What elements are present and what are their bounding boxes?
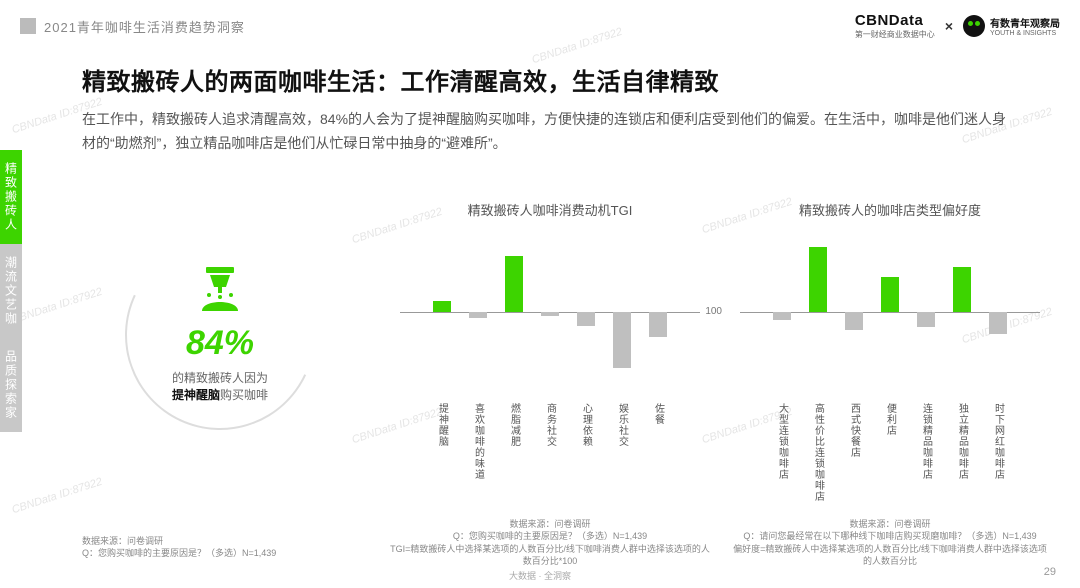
chart-preference: 精致搬砖人的咖啡店类型偏好度 大型连锁咖啡店高性价比连锁咖啡店西式快餐店便利店连… bbox=[740, 200, 1040, 397]
chart-tgi-title: 精致搬砖人咖啡消费动机TGI bbox=[400, 200, 700, 219]
bar-rect bbox=[773, 312, 791, 320]
chart-tgi: 精致搬砖人咖啡消费动机TGI 100 提神醒脑喜欢咖啡的味道燃脂减肥商务社交心理… bbox=[400, 200, 700, 397]
footnote-2-line3: TGI=精致搬砖人中选择某选项的人数百分比/线下咖啡消费人群中选择该选项的人数百… bbox=[390, 543, 710, 568]
bar-label: 燃脂减肥 bbox=[507, 403, 522, 447]
body-paragraph: 在工作中，精致搬砖人追求清醒高效，84%的人会为了提神醒脑购买咖啡，方便快捷的连… bbox=[82, 108, 1012, 156]
bar-column: 连锁精品咖啡店 bbox=[912, 227, 940, 397]
side-tab[interactable]: 精致搬砖人 bbox=[0, 150, 22, 244]
bar-label: 高性价比连锁咖啡店 bbox=[811, 403, 826, 502]
footnote-3-line1: 数据来源：问卷调研 bbox=[730, 518, 1050, 531]
bar-column: 心理依赖 bbox=[572, 227, 600, 397]
footnote-1-line2: Q：您购买咖啡的主要原因是？（多选）N=1,439 bbox=[82, 547, 362, 560]
logo-youth-insights: 有数青年观察局 YOUTH & INSIGHTS bbox=[963, 15, 1060, 37]
page-number: 29 bbox=[1044, 566, 1056, 578]
bar-column: 大型连锁咖啡店 bbox=[768, 227, 796, 397]
side-tab[interactable]: 品质探索家 bbox=[0, 338, 22, 432]
stat-line2: 提神醒脑购买咖啡 bbox=[140, 386, 300, 403]
bar-rect bbox=[649, 312, 667, 337]
page-title: 精致搬砖人的两面咖啡生活：工作清醒高效，生活自律精致 bbox=[82, 62, 719, 97]
bar-rect bbox=[577, 312, 595, 326]
chart-tgi-bars: 100 提神醒脑喜欢咖啡的味道燃脂减肥商务社交心理依赖娱乐社交佐餐 bbox=[400, 227, 700, 397]
bar-label: 佐餐 bbox=[651, 403, 666, 425]
bar-rect bbox=[433, 301, 451, 312]
bar-column: 喜欢咖啡的味道 bbox=[464, 227, 492, 397]
side-tabs: 精致搬砖人潮流文艺咖品质探索家 bbox=[0, 150, 22, 432]
stat-block: 84% 的精致搬砖人因为 提神醒脑购买咖啡 bbox=[120, 240, 320, 430]
stat-arc: 84% 的精致搬砖人因为 提神醒脑购买咖啡 bbox=[98, 213, 342, 457]
stat-line1: 的精致搬砖人因为 bbox=[140, 369, 300, 386]
bar-rect bbox=[541, 312, 559, 316]
watermark: CBNData ID:87922 bbox=[350, 406, 443, 447]
header-left: 2021青年咖啡生活消费趋势洞察 bbox=[20, 17, 245, 36]
bar-label: 西式快餐店 bbox=[847, 403, 862, 458]
bar-rect bbox=[505, 256, 523, 312]
footnote-2-line2: Q：您购买咖啡的主要原因是？（多选）N=1,439 bbox=[390, 530, 710, 543]
bar-column: 商务社交 bbox=[536, 227, 564, 397]
bar-rect bbox=[613, 312, 631, 368]
chart-tgi-baseline-label: 100 bbox=[705, 306, 722, 317]
bar-label: 提神醒脑 bbox=[435, 403, 450, 447]
bar-column: 高性价比连锁咖啡店 bbox=[804, 227, 832, 397]
footnote-1: 数据来源：问卷调研 Q：您购买咖啡的主要原因是？（多选）N=1,439 bbox=[82, 535, 362, 560]
bar-label: 大型连锁咖啡店 bbox=[775, 403, 790, 480]
bar-label: 便利店 bbox=[883, 403, 898, 436]
bar-column: 娱乐社交 bbox=[608, 227, 636, 397]
header-block-icon bbox=[20, 18, 36, 34]
stat-emphasis: 提神醒脑 bbox=[172, 388, 220, 402]
stat-percent: 84% bbox=[140, 324, 300, 363]
stat-tail: 购买咖啡 bbox=[220, 388, 268, 402]
bottom-tagline: 大数据 · 全洞察 bbox=[509, 569, 571, 582]
footnote-3-line3: 偏好度=精致搬砖人中选择某选项的人数百分比/线下咖啡消费人群中选择该选项的人数百… bbox=[730, 543, 1050, 568]
bar-label: 心理依赖 bbox=[579, 403, 594, 447]
footnote-2-line1: 数据来源：问卷调研 bbox=[390, 518, 710, 531]
chart-preference-title: 精致搬砖人的咖啡店类型偏好度 bbox=[740, 200, 1040, 219]
bar-rect bbox=[917, 312, 935, 327]
footnote-2: 数据来源：问卷调研 Q：您购买咖啡的主要原因是？（多选）N=1,439 TGI=… bbox=[390, 518, 710, 568]
logo-cbndata-main: CBNData bbox=[855, 12, 924, 29]
coffee-maker-icon bbox=[196, 267, 244, 316]
bar-label: 连锁精品咖啡店 bbox=[919, 403, 934, 480]
owl-icon bbox=[963, 15, 985, 37]
footnote-3: 数据来源：问卷调研 Q：请问您最经常在以下哪种线下咖啡店购买现磨咖啡？（多选）N… bbox=[730, 518, 1050, 568]
bar-label: 喜欢咖啡的味道 bbox=[471, 403, 486, 480]
bar-rect bbox=[469, 312, 487, 318]
bar-column: 便利店 bbox=[876, 227, 904, 397]
doc-title: 2021青年咖啡生活消费趋势洞察 bbox=[44, 17, 245, 36]
watermark: CBNData ID:87922 bbox=[10, 476, 103, 517]
bar-rect bbox=[953, 267, 971, 312]
logo2-en: YOUTH & INSIGHTS bbox=[990, 30, 1060, 37]
bar-column: 西式快餐店 bbox=[840, 227, 868, 397]
bar-label: 时下网红咖啡店 bbox=[991, 403, 1006, 480]
bar-column: 燃脂减肥 bbox=[500, 227, 528, 397]
logo-cbndata: CBNData 第一财经商业数据中心 bbox=[855, 12, 935, 40]
bar-column: 提神醒脑 bbox=[428, 227, 456, 397]
logo2-cn: 有数青年观察局 bbox=[990, 15, 1060, 30]
bar-column: 时下网红咖啡店 bbox=[984, 227, 1012, 397]
side-tab[interactable]: 潮流文艺咖 bbox=[0, 244, 22, 338]
page-root: CBNData ID:87922 CBNData ID:87922 CBNDat… bbox=[0, 0, 1080, 588]
footnote-3-line2: Q：请问您最经常在以下哪种线下咖啡店购买现磨咖啡？（多选）N=1,439 bbox=[730, 530, 1050, 543]
bar-rect bbox=[989, 312, 1007, 334]
header-right: CBNData 第一财经商业数据中心 × 有数青年观察局 YOUTH & INS… bbox=[855, 12, 1060, 40]
footnote-1-line1: 数据来源：问卷调研 bbox=[82, 535, 362, 548]
logo-cbndata-sub: 第一财经商业数据中心 bbox=[855, 29, 935, 40]
bar-rect bbox=[809, 247, 827, 312]
bar-label: 商务社交 bbox=[543, 403, 558, 447]
logo-separator: × bbox=[945, 18, 953, 34]
watermark: CBNData ID:87922 bbox=[10, 286, 103, 327]
bar-column: 佐餐 bbox=[644, 227, 672, 397]
bar-column: 独立精品咖啡店 bbox=[948, 227, 976, 397]
header: 2021青年咖啡生活消费趋势洞察 CBNData 第一财经商业数据中心 × 有数… bbox=[20, 12, 1060, 40]
bar-rect bbox=[845, 312, 863, 330]
chart-preference-bars: 大型连锁咖啡店高性价比连锁咖啡店西式快餐店便利店连锁精品咖啡店独立精品咖啡店时下… bbox=[740, 227, 1040, 397]
bar-label: 独立精品咖啡店 bbox=[955, 403, 970, 480]
bar-label: 娱乐社交 bbox=[615, 403, 630, 447]
bar-rect bbox=[881, 277, 899, 312]
